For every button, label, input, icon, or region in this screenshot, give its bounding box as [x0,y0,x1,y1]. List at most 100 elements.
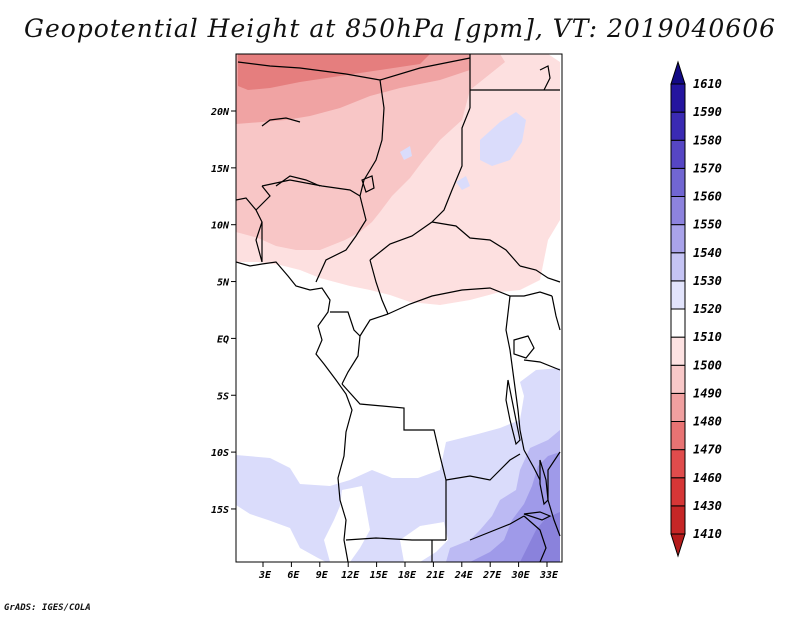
lat-label: 20N [210,107,230,118]
field-strong-red-spot [286,66,304,82]
colorbar-box [670,111,686,141]
lat-label: 15N [211,164,230,175]
colorbar-box [670,280,686,310]
lat-label: 5N [217,278,230,289]
colorbar-box [670,336,686,366]
border-zimbabwe-moz [523,515,547,562]
colorbar-label: 1560 [693,190,722,204]
border-niger-libya [379,57,471,81]
map-title: Geopotential Height at 850hPa [gpm], VT:… [23,14,777,43]
red-sea-coast [539,65,551,91]
border-chad-sudan [431,107,471,223]
lake-victoria [513,335,535,359]
latitude-axis: 20N 15N 10N 5N EQ 5S 10S 15S [210,107,236,516]
colorbar-box [670,139,686,169]
field-pale-blue-east [236,368,560,562]
lon-label: 12E [341,570,360,581]
longitude-axis: 3E 6E 9E 12E 15E 18E 21E 24E 27E 30E 33E [258,562,559,581]
field-neutral-pocket3 [400,522,448,562]
lon-label: 18E [398,570,417,581]
colorbar-box [670,421,686,451]
lon-label: 30E [511,570,531,581]
border-ssudan-ethiopia [519,265,561,283]
colorbar-box [670,364,686,394]
grads-credit: GrADS: IGES/COLA [4,603,91,613]
field-neutral-pocket2 [324,486,370,562]
lat-label: 10S [211,448,229,459]
border-ssudan-uganda [510,291,553,297]
border-mali-niger [261,117,301,127]
field-neutral-pocket [236,505,326,562]
lon-label: 3E [258,570,272,581]
colorbar-end-high [670,60,686,85]
border-zambia-drc [445,453,521,481]
colorbar-box [670,252,686,282]
colorbar-label: 1430 [693,499,722,513]
border-congo-drc [359,313,389,337]
lat-label: 10N [211,221,230,232]
colorbar-label: 1410 [693,527,722,541]
border-mali-algeria [237,61,381,81]
border-angola-namibia [345,537,446,541]
lon-label: 9E [316,570,329,581]
border-uganda-kenya [551,295,561,331]
lake-tanganyika [505,379,521,446]
field-pale-blue-north2 [400,146,412,160]
border-tanzania [523,359,561,371]
border-drc-angola [341,383,447,481]
colorbar-box [670,505,686,535]
border-zambia-malawi [523,449,541,481]
colorbar-label: 1500 [693,358,722,372]
lon-label: 24E [454,570,474,581]
colorbar-label: 1480 [693,415,722,429]
border-gabon [330,311,361,337]
lat-label: 15S [211,505,229,516]
colorbar-end-low [670,533,686,558]
field-pale-blue-small [456,176,470,190]
border-congo-west [341,335,361,385]
colorbar: 1410 1430 1460 1470 1480 1490 1500 1510 1520 1530… [670,60,722,558]
lake-malawi [539,459,549,506]
colorbar-label: 1590 [693,105,722,119]
colorbar-box [670,167,686,197]
lon-label: 33E [539,570,559,581]
lake-kariba [523,511,552,521]
lake-chad [361,175,375,193]
colorbar-label: 1580 [693,133,722,147]
lon-label: 6E [287,570,300,581]
border-chad-car [369,221,433,261]
lat-label: 5S [217,391,229,402]
colorbar-label: 1470 [693,443,722,457]
map-frame [235,53,563,563]
border-cameroon-car [369,259,389,315]
lat-label: EQ [217,334,229,345]
colorbar-box [670,224,686,254]
colorbar-box [670,392,686,422]
border-nigeria-cameroon [315,195,367,283]
colorbar-label: 1540 [693,246,722,260]
field-pale-blue-center [366,486,404,518]
colorbar-label: 1520 [693,302,722,316]
colorbar-box [670,449,686,479]
coastline [236,261,353,562]
colorbar-label: 1550 [693,218,722,232]
border-west-2 [255,185,271,211]
border-drc-lakes [505,295,525,451]
colorbar-box [670,477,686,507]
lon-label: 21E [425,570,445,581]
border-sahel-mid [275,175,321,187]
border-car-drc [387,287,511,315]
colorbar-box [670,308,686,338]
colorbar-label: 1570 [693,161,722,175]
colorbar-label: 1460 [693,471,722,485]
colorbar-label: 1530 [693,274,722,288]
lon-label: 15E [370,570,389,581]
colorbar-label: 1610 [693,77,722,91]
colorbar-label: 1490 [693,386,722,400]
height-field [236,54,562,562]
country-borders [236,54,561,562]
border-sudan-ssudan [431,221,521,267]
field-pale-blue-north [480,112,526,166]
field-strong-blue [520,512,560,562]
